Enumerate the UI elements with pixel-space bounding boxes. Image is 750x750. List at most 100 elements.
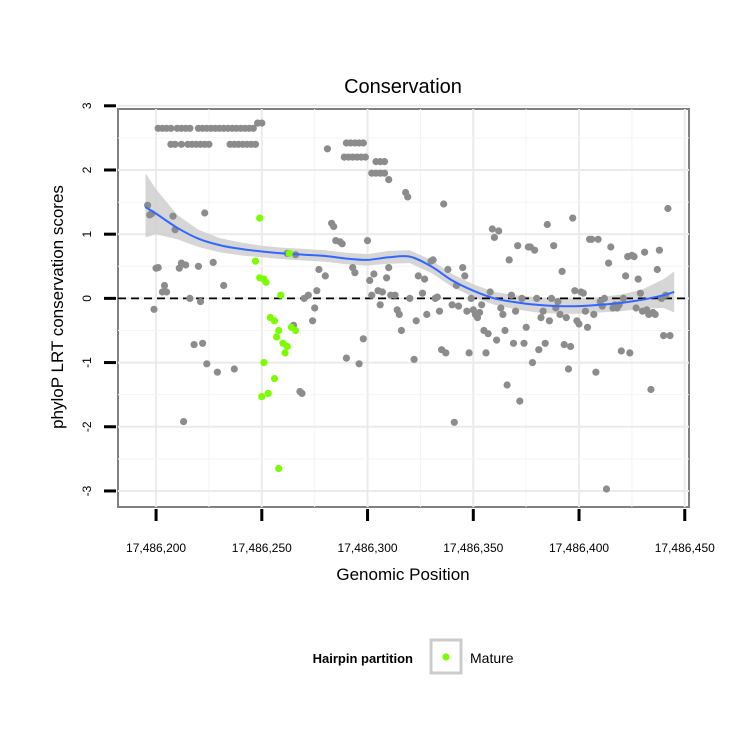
data-point-other (507, 291, 515, 299)
legend-title: Hairpin partition (313, 651, 413, 666)
data-point-other (607, 243, 615, 251)
data-point-other (558, 267, 566, 275)
data-point-other (554, 298, 562, 306)
data-point-other (634, 275, 642, 283)
data-point-other (539, 307, 547, 315)
data-point-other (535, 346, 543, 354)
data-point-other (569, 214, 577, 222)
y-tick-label: -3 (80, 485, 94, 496)
y-tick-label: 2 (80, 166, 94, 173)
data-point-other (311, 304, 319, 312)
data-point-mature (251, 257, 260, 265)
data-point-mature (283, 342, 291, 351)
data-point-other (351, 269, 359, 277)
data-point-other (380, 158, 389, 166)
data-point-other (315, 265, 323, 274)
data-point-other (630, 253, 638, 261)
data-point-other (490, 233, 498, 241)
y-tick-label: -2 (80, 421, 94, 432)
data-point-other (421, 275, 429, 283)
points-other (144, 119, 674, 493)
data-point-mature (270, 317, 279, 325)
data-point-other (545, 317, 554, 325)
data-point-other (169, 212, 177, 220)
data-point-other (309, 317, 317, 325)
data-point-other (412, 317, 420, 325)
data-point-other (486, 288, 494, 296)
data-point-other (579, 289, 587, 297)
points-mature (251, 214, 300, 473)
data-point-other (167, 124, 175, 132)
data-point-mature (262, 278, 270, 286)
data-point-other (154, 264, 162, 272)
data-point-other (368, 291, 376, 299)
data-point-other (493, 336, 501, 344)
chart-title: Conservation (344, 76, 462, 98)
data-point-mature (258, 393, 266, 401)
data-point-other (366, 276, 374, 284)
data-point-other (488, 225, 496, 233)
data-point-other (495, 227, 503, 235)
data-point-other (522, 323, 530, 331)
data-point-other (547, 294, 556, 302)
data-point-other (338, 240, 346, 248)
data-point-other (541, 339, 549, 347)
data-point-other (590, 310, 598, 318)
data-point-other (414, 272, 422, 280)
data-point-other (651, 310, 659, 318)
data-point-other (655, 246, 664, 254)
legend-mature-marker (442, 653, 450, 661)
data-point-other (230, 365, 238, 373)
data-point-other (467, 294, 475, 302)
data-point-other (258, 119, 266, 127)
data-point-other (201, 209, 209, 217)
data-point-other (636, 289, 645, 297)
data-point-other (418, 289, 427, 297)
y-tick-label: 0 (80, 295, 94, 302)
y-tick-label: -1 (80, 357, 94, 368)
data-point-other (182, 261, 190, 269)
data-point-mature (285, 249, 293, 257)
data-point-other (592, 368, 600, 376)
data-point-mature (264, 389, 272, 397)
data-point-other (429, 256, 437, 264)
data-point-other (304, 291, 312, 299)
data-point-other (641, 248, 649, 256)
legend-mature-label: Mature (470, 650, 514, 666)
data-point-other (203, 360, 211, 368)
data-point-other (209, 258, 217, 266)
data-point-other (442, 349, 450, 357)
data-point-other (251, 140, 260, 148)
data-point-other (647, 385, 655, 394)
data-point-other (391, 291, 399, 299)
data-point-other (626, 349, 634, 357)
data-point-mature (275, 326, 283, 335)
data-point-other (505, 256, 513, 264)
data-point-other (213, 368, 221, 376)
data-point-other (581, 307, 590, 315)
data-point-other (423, 310, 431, 318)
data-point-other (220, 281, 228, 290)
data-point-other (323, 145, 331, 153)
data-point-other (404, 193, 412, 201)
data-point-other (600, 294, 609, 302)
x-tick-label: 17,486,350 (443, 541, 503, 555)
data-point-other (363, 237, 372, 245)
data-point-other (186, 294, 194, 302)
data-point-mature (273, 333, 281, 341)
data-point-mature (256, 214, 264, 222)
data-point-other (171, 140, 179, 148)
data-point-other (482, 349, 490, 357)
data-point-other (330, 222, 338, 231)
data-point-other (433, 293, 441, 301)
data-point-other (622, 272, 630, 280)
data-point-other (435, 307, 444, 315)
data-point-other (571, 287, 579, 295)
y-tick-label: 1 (80, 231, 94, 238)
data-point-other (459, 264, 467, 272)
data-point-other (190, 341, 198, 349)
data-point-other (376, 301, 384, 309)
data-point-other (520, 339, 528, 347)
data-point-other (380, 169, 389, 177)
plot-area (117, 104, 690, 508)
